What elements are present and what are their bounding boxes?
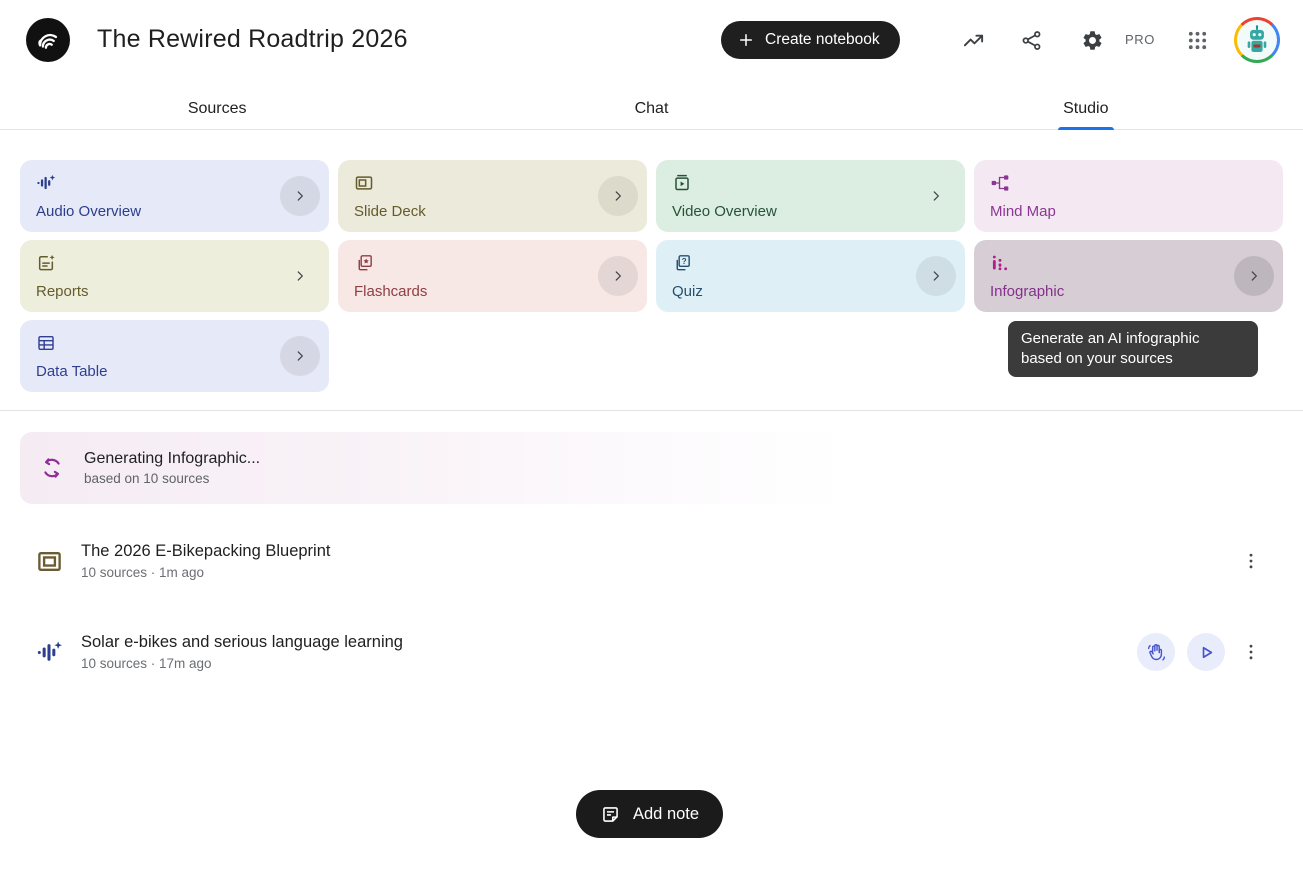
section-divider [0, 410, 1303, 411]
svg-text:?: ? [682, 257, 687, 266]
video-overview-open-chevron-button[interactable] [916, 176, 956, 216]
tool-label-flashcards: Flashcards [354, 283, 428, 300]
studio-tool-card-reports[interactable]: Reports [20, 240, 329, 312]
slide-deck-icon [354, 173, 374, 193]
tab-sources[interactable]: Sources [0, 88, 434, 129]
pro-badge: PRO [1125, 32, 1155, 47]
studio-tool-card-quiz[interactable]: ? Quiz [656, 240, 965, 312]
artifact-title: The 2026 E-Bikepacking Blueprint [81, 542, 331, 560]
more-options-menu-button[interactable] [1237, 541, 1265, 581]
data-table-open-chevron-button[interactable] [280, 336, 320, 376]
data-table-icon [36, 333, 56, 353]
add-note-button[interactable]: Add note [576, 790, 724, 838]
tool-label-mind-map: Mind Map [990, 203, 1056, 220]
chevron-right-icon [929, 189, 943, 203]
chevron-right-icon [929, 269, 943, 283]
reports-open-chevron-button[interactable] [280, 256, 320, 296]
add-note-label: Add note [633, 804, 700, 823]
studio-tool-card-flashcards[interactable]: Flashcards [338, 240, 647, 312]
more-options-menu-button[interactable] [1237, 632, 1265, 672]
play-icon [1196, 642, 1217, 663]
create-notebook-label: Create notebook [765, 31, 880, 48]
tool-label-audio-overview: Audio Overview [36, 203, 142, 220]
studio-tool-card-data-table[interactable]: Data Table [20, 320, 329, 392]
studio-tool-card-video-overview[interactable]: Video Overview [656, 160, 965, 232]
chevron-right-icon [293, 189, 307, 203]
plus-icon [737, 31, 755, 49]
studio-tool-card-slide-deck[interactable]: Slide Deck [338, 160, 647, 232]
sync-spinner-icon [40, 456, 64, 480]
tabbar: Sources Chat Studio [0, 88, 1303, 130]
tab-sources-label: Sources [187, 99, 247, 117]
flashcards-icon [354, 253, 374, 273]
artifact-meta: 10 sources · 1m ago [81, 565, 205, 580]
settings-gear-icon[interactable] [1072, 20, 1112, 60]
chevron-right-icon [1247, 269, 1261, 283]
artifact-texts: Solar e-bikes and serious language learn… [81, 633, 1119, 671]
chevron-right-icon [293, 349, 307, 363]
chevron-right-icon [611, 189, 625, 203]
analytics-trending-up-icon[interactable] [953, 20, 993, 60]
quiz-icon: ? [672, 253, 692, 273]
studio-tool-card-infographic[interactable]: Infographic [974, 240, 1283, 312]
menu-kebab-icon [1241, 551, 1261, 571]
reports-icon [36, 253, 56, 273]
infographic-tooltip: Generate an AI infographic based on your… [1008, 321, 1258, 377]
play-audio-button[interactable] [1187, 633, 1225, 671]
generating-title: Generating Infographic... [84, 450, 261, 467]
audio-overview-open-chevron-button[interactable] [280, 176, 320, 216]
tool-label-slide-deck: Slide Deck [354, 203, 426, 220]
studio-tools-grid: Audio Overview Slide Deck Video Overview Mi… [20, 160, 1283, 392]
notebooklm-logo-icon[interactable] [26, 18, 70, 62]
artifact-row[interactable]: The 2026 E-Bikepacking Blueprint 10 sourc… [0, 533, 1303, 589]
tool-label-video-overview: Video Overview [672, 203, 777, 220]
generating-infographic-row[interactable]: Generating Infographic... based on 10 so… [20, 432, 848, 504]
artifact-actions [1137, 632, 1265, 672]
flashcards-open-chevron-button[interactable] [598, 256, 638, 296]
generating-subtitle: based on 10 sources [84, 471, 210, 486]
wave-hand-icon [1146, 642, 1167, 663]
avatar-robot-image [1237, 20, 1277, 60]
infographic-icon [990, 253, 1010, 273]
notebook-title[interactable]: The Rewired Roadtrip 2026 [97, 25, 408, 53]
mind-map-icon [990, 173, 1010, 193]
tab-studio-label: Studio [1063, 99, 1109, 117]
tool-label-infographic: Infographic [990, 283, 1065, 300]
tool-label-data-table: Data Table [36, 363, 108, 380]
tab-active-underline [1057, 127, 1114, 130]
tool-label-quiz: Quiz [672, 283, 703, 300]
slide-deck-open-chevron-button[interactable] [598, 176, 638, 216]
tab-studio[interactable]: Studio [869, 88, 1303, 130]
generating-texts: Generating Infographic... based on 10 so… [84, 450, 260, 486]
header: The Rewired Roadtrip 2026 Create noteboo… [0, 0, 1303, 80]
google-apps-grid-icon[interactable] [1177, 20, 1217, 60]
menu-kebab-icon [1241, 642, 1261, 662]
studio-tool-card-mind-map[interactable]: Mind Map [974, 160, 1283, 232]
interactive-mode-button[interactable] [1137, 633, 1175, 671]
infographic-open-chevron-button[interactable] [1234, 256, 1274, 296]
account-avatar[interactable] [1234, 17, 1280, 63]
quiz-open-chevron-button[interactable] [916, 256, 956, 296]
share-icon[interactable] [1011, 20, 1051, 60]
artifact-row[interactable]: Solar e-bikes and serious language learn… [0, 624, 1303, 680]
tab-chat-label: Chat [634, 99, 669, 117]
slide-frame-icon [36, 548, 63, 575]
tooltip-line-2: based on your sources [1021, 350, 1173, 367]
chevron-right-icon [611, 269, 625, 283]
studio-tool-card-audio-overview[interactable]: Audio Overview [20, 160, 329, 232]
tab-chat[interactable]: Chat [434, 88, 868, 129]
create-notebook-button[interactable]: Create notebook [721, 21, 900, 59]
tool-label-reports: Reports [36, 283, 89, 300]
artifact-actions [1237, 541, 1265, 581]
chevron-right-icon [293, 269, 307, 283]
note-icon [600, 804, 621, 825]
tooltip-line-1: Generate an AI infographic [1021, 330, 1200, 347]
artifact-title: Solar e-bikes and serious language learn… [81, 633, 403, 651]
artifact-meta: 10 sources · 17m ago [81, 656, 212, 671]
audio-waveform-icon [36, 639, 63, 666]
video-overview-icon [672, 173, 692, 193]
artifact-texts: The 2026 E-Bikepacking Blueprint 10 sourc… [81, 542, 1219, 580]
audio-waveform-icon [36, 173, 56, 193]
